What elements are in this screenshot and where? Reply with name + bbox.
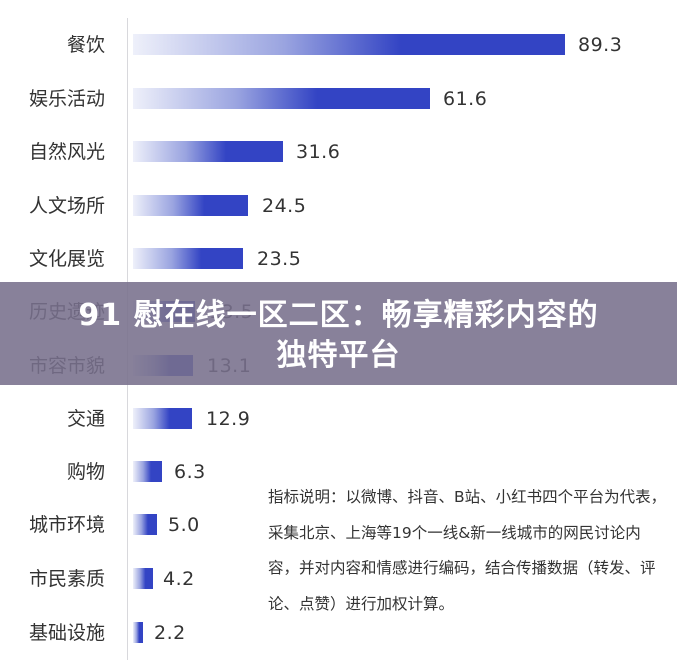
- category-label: 市民素质: [28, 568, 105, 590]
- bar: [133, 195, 248, 216]
- bar: [133, 34, 565, 55]
- value-label: 4.2: [163, 568, 195, 590]
- bar: [133, 88, 430, 109]
- bar-row: 文化展览 23.5: [0, 248, 677, 270]
- bar-row: 基础设施 2.2: [0, 622, 677, 644]
- bar-row: 餐饮 89.3: [0, 34, 677, 56]
- bar-row: 自然风光 31.6: [0, 141, 677, 163]
- overlay-title-line1: 91 慰在线一区二区：畅享精彩内容的: [78, 298, 599, 333]
- bar: [133, 408, 192, 429]
- bar: [133, 248, 243, 269]
- bar-row: 市民素质 4.2: [0, 568, 677, 590]
- value-label: 6.3: [174, 461, 206, 483]
- value-label: 61.6: [443, 88, 488, 110]
- bar: [133, 568, 153, 589]
- value-label: 89.3: [578, 34, 623, 56]
- category-label: 购物: [66, 461, 105, 483]
- indicator-note: 指标说明：以微博、抖音、B站、小红书四个平台为代表，采集北京、上海等19个一线&…: [268, 488, 667, 613]
- bar-row: 交通 12.9: [0, 408, 677, 430]
- bar-row: 人文场所 24.5: [0, 195, 677, 217]
- value-label: 12.9: [206, 408, 251, 430]
- category-label: 交通: [66, 408, 105, 430]
- category-label: 餐饮: [66, 34, 105, 56]
- bar-row: 城市环境 5.0: [0, 514, 677, 536]
- category-label: 娱乐活动: [28, 88, 105, 110]
- value-label: 5.0: [168, 514, 200, 536]
- title-overlay-band: [0, 282, 677, 385]
- bar: [133, 514, 157, 535]
- category-label: 文化展览: [28, 248, 105, 270]
- category-label: 自然风光: [28, 141, 105, 163]
- value-label: 31.6: [296, 141, 341, 163]
- bar: [133, 461, 162, 482]
- category-label: 城市环境: [28, 514, 105, 536]
- value-label: 2.2: [154, 622, 186, 644]
- bar: [133, 141, 283, 162]
- category-label: 人文场所: [28, 195, 105, 217]
- value-label: 23.5: [257, 248, 302, 270]
- overlay-title-line2: 独特平台: [276, 338, 401, 373]
- category-label: 基础设施: [28, 622, 105, 644]
- bar-row: 购物 6.3: [0, 461, 677, 483]
- bar-row: 娱乐活动 61.6: [0, 88, 677, 110]
- value-label: 24.5: [262, 195, 307, 217]
- bar: [133, 622, 143, 643]
- overlay-title: 91 慰在线一区二区：畅享精彩内容的 独特平台: [0, 296, 677, 376]
